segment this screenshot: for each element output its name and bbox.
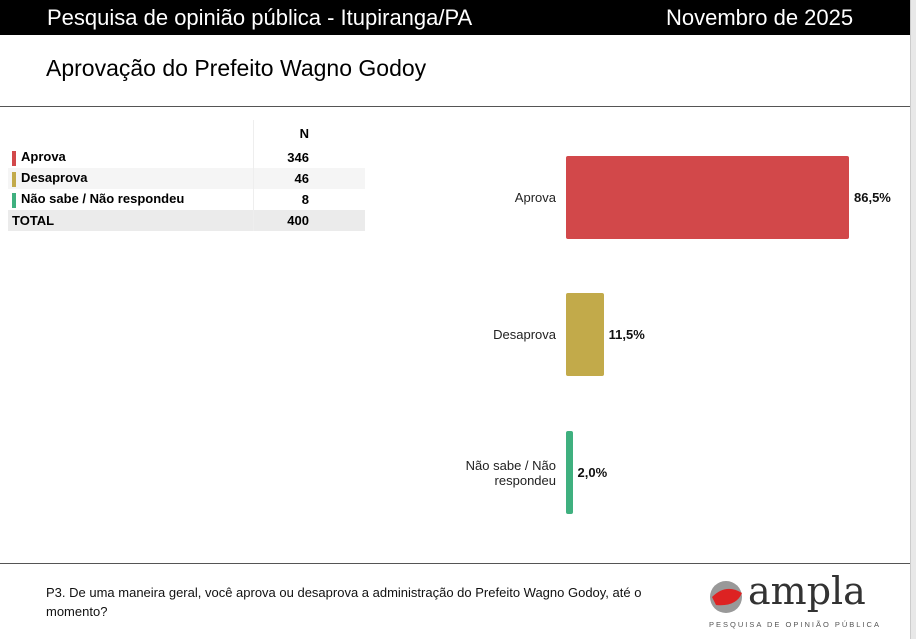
ampla-logo: ampla PESQUISA DE OPINIÃO PÚBLICA xyxy=(706,569,879,629)
category-label: Desaprova xyxy=(493,327,556,342)
header-date: Novembro de 2025 xyxy=(666,5,854,30)
row-label: Não sabe / Não respondeu xyxy=(21,191,185,207)
question-text: P3. De uma maneira geral, você aprova ou… xyxy=(46,585,642,619)
legend-swatch xyxy=(12,171,16,187)
footer-divider xyxy=(0,563,910,564)
category-label: Não sabe / Não respondeu xyxy=(465,458,556,488)
scrollbar[interactable] xyxy=(910,0,916,639)
data-label: 86,5% xyxy=(854,190,891,205)
header-survey-title: Pesquisa de opinião pública - Itupiranga… xyxy=(47,5,473,30)
data-label: 11,5% xyxy=(608,327,645,342)
table-row: Desaprova 46 xyxy=(8,168,365,189)
column-header-n: N xyxy=(252,120,365,147)
logo-word: ampla xyxy=(748,569,866,613)
logo-tagline: PESQUISA DE OPINIÃO PÚBLICA xyxy=(709,620,881,629)
row-value: 46 xyxy=(252,168,365,189)
category-label: Aprova xyxy=(514,190,556,205)
bar-0 xyxy=(566,156,849,239)
bar-1 xyxy=(566,293,604,376)
page-title: Aprovação do Prefeito Wagno Godoy xyxy=(46,55,427,81)
row-value: 8 xyxy=(252,189,365,210)
divider xyxy=(0,106,910,107)
legend-swatch xyxy=(12,150,16,166)
row-label: Desaprova xyxy=(21,170,88,186)
data-label: 2,0% xyxy=(577,465,608,480)
header-bar: Pesquisa de opinião pública - Itupiranga… xyxy=(0,0,910,35)
total-row: TOTAL 400 xyxy=(8,210,365,231)
table-row: Aprova 346 xyxy=(8,147,365,168)
logo-icon xyxy=(710,581,742,613)
counts-table: N Aprova 346 Desaprova 46 Não sabe / Não r… xyxy=(8,120,365,231)
table-row: Não sabe / Não respondeu 8 xyxy=(8,189,365,210)
row-label: Aprova xyxy=(21,149,66,165)
legend-swatch xyxy=(12,192,16,208)
row-value: 346 xyxy=(252,147,365,168)
total-label: TOTAL xyxy=(8,210,254,231)
bar-2 xyxy=(566,431,573,514)
total-value: 400 xyxy=(252,210,365,231)
